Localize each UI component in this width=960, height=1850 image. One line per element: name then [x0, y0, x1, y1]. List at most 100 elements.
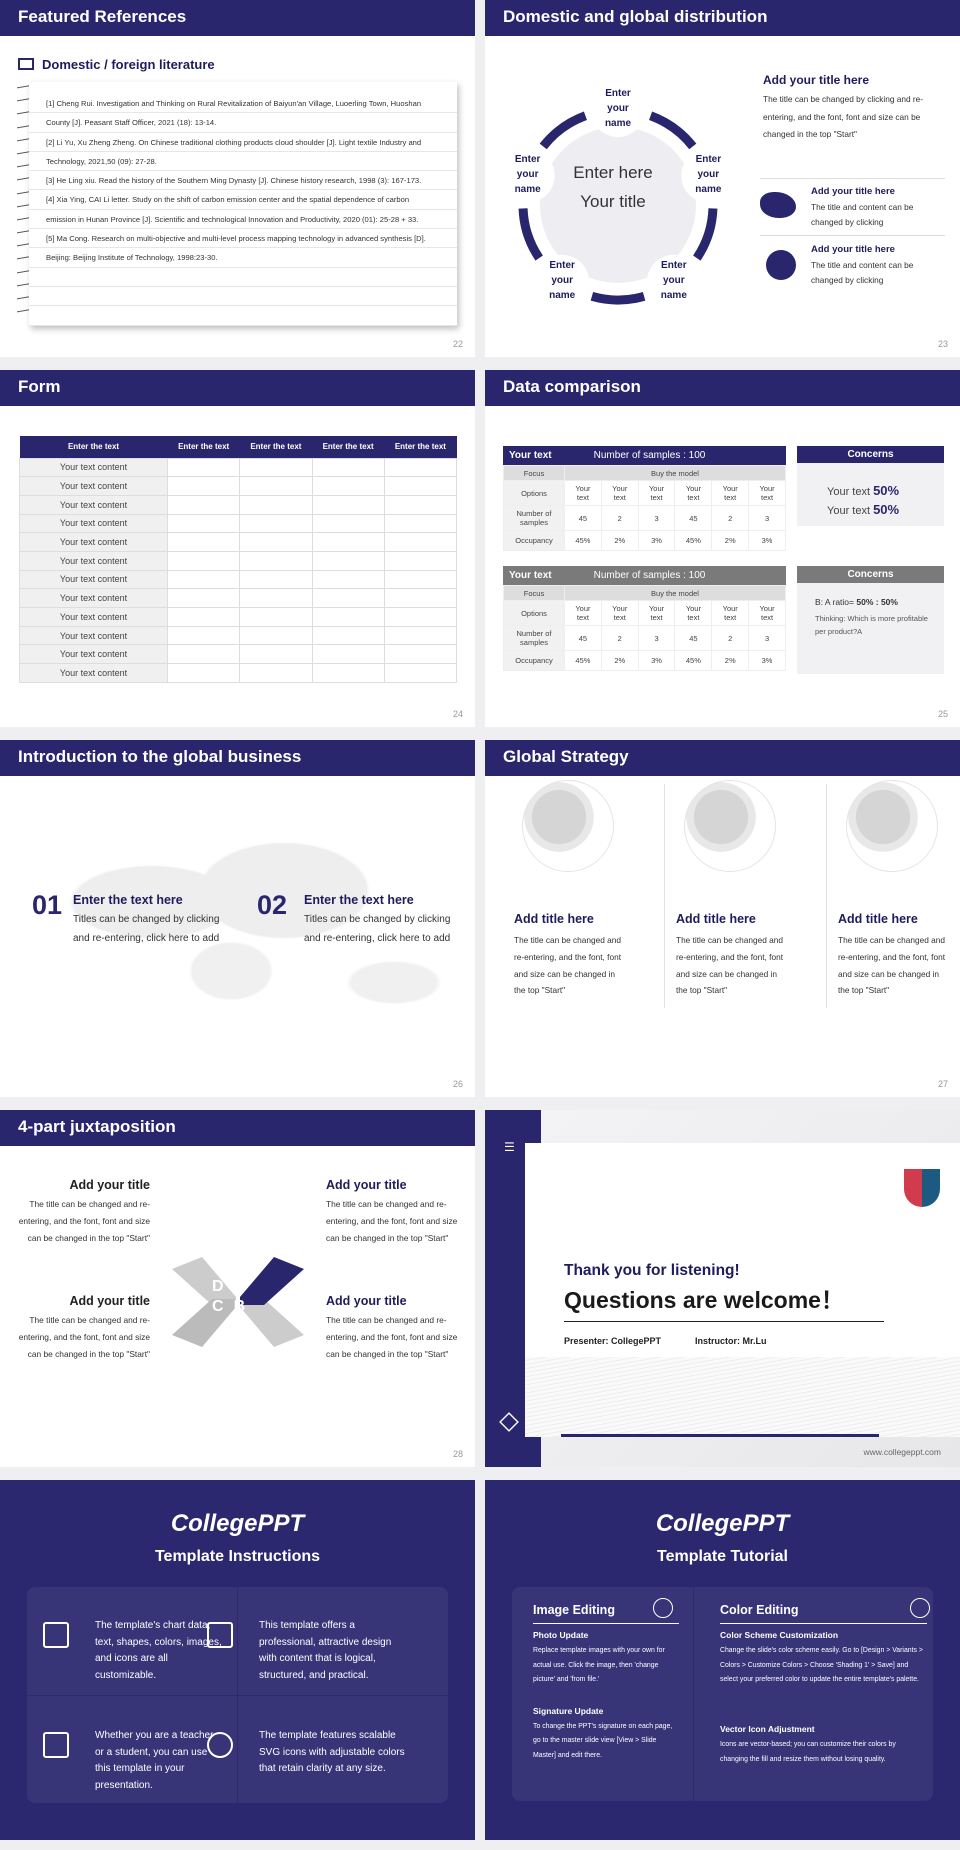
table-cell[interactable] — [166, 569, 241, 590]
slide-30[interactable]: CollegePPT Template Instructions The tem… — [0, 1480, 475, 1840]
node-circle — [503, 148, 555, 203]
row-label[interactable]: Your text content — [19, 550, 168, 571]
node-label[interactable]: Enter your name — [549, 259, 576, 301]
table-cell[interactable] — [311, 457, 385, 478]
menu-icon[interactable]: ☰ — [504, 1140, 515, 1154]
table-cell[interactable] — [383, 457, 458, 478]
table-cell[interactable] — [383, 625, 458, 646]
row-label[interactable]: Your text content — [19, 457, 168, 478]
table-cell[interactable] — [383, 663, 458, 683]
table-cell: Your text — [637, 600, 676, 626]
table-cell[interactable] — [239, 607, 313, 627]
slide-title: Data comparison — [485, 370, 960, 406]
university-crest-logo — [904, 1169, 940, 1207]
table-cell[interactable] — [311, 663, 385, 683]
table-cell[interactable] — [239, 513, 313, 534]
table-cell: 45% — [674, 530, 713, 551]
slide-24[interactable]: Form Enter the text Enter the text Enter t… — [0, 370, 475, 727]
table-cell[interactable] — [166, 588, 241, 608]
slide-27[interactable]: Global Strategy Add title here The title … — [485, 740, 960, 1097]
table-cell[interactable] — [383, 513, 458, 534]
instruction-text: The template features scalable SVG icons… — [259, 1730, 405, 1774]
ring-segment — [693, 208, 718, 261]
node-label[interactable]: Enter your name — [514, 153, 541, 195]
table-cell[interactable] — [311, 588, 385, 608]
table-cell[interactable] — [239, 550, 313, 571]
column-header: Enter the text — [239, 436, 312, 458]
table-cell[interactable] — [166, 607, 241, 627]
table-cell[interactable] — [239, 644, 313, 665]
section-text: To change the PPT's signature on each pa… — [533, 1722, 673, 1759]
table-cell[interactable] — [239, 625, 313, 646]
slide-29[interactable]: ☰ Thank you for listening! Questions are… — [485, 1110, 960, 1467]
row-label[interactable]: Your text content — [19, 569, 168, 590]
table-cell[interactable] — [239, 569, 313, 590]
center-title[interactable]: Enter here Your title — [573, 163, 653, 211]
slide-22[interactable]: Featured References Domestic / foreign l… — [0, 0, 475, 357]
row-label[interactable]: Your text content — [19, 532, 168, 552]
globe-icon — [766, 250, 796, 280]
row-label[interactable]: Your text content — [19, 607, 168, 627]
node-label[interactable]: Enter your name — [695, 153, 722, 195]
table-cell[interactable] — [166, 513, 241, 534]
table-cell[interactable] — [166, 625, 241, 646]
table-cell[interactable] — [239, 457, 313, 478]
reference-line: [3] He Ling xiu. Read the history of the… — [29, 171, 457, 191]
table-cell[interactable] — [166, 494, 241, 515]
row-label[interactable]: Your text content — [19, 663, 168, 683]
table-cell[interactable] — [383, 588, 458, 608]
slide-23[interactable]: Domestic and global distribution Enter h… — [485, 0, 960, 357]
table-cell[interactable] — [166, 644, 241, 665]
table-cell[interactable] — [311, 569, 385, 590]
table-cell[interactable] — [239, 588, 313, 608]
row-label[interactable]: Your text content — [19, 476, 168, 496]
table-cell: 2 — [600, 625, 639, 651]
column-header: Enter the text — [384, 436, 457, 458]
slide-31[interactable]: CollegePPT Template Tutorial Image Editi… — [485, 1480, 960, 1840]
website-url[interactable]: www.collegeppt.com — [863, 1447, 941, 1457]
table-cell[interactable] — [383, 569, 458, 590]
table-cell[interactable] — [311, 494, 385, 515]
table-cell[interactable] — [239, 494, 313, 515]
table-cell[interactable] — [383, 550, 458, 571]
row-label[interactable]: Your text content — [19, 644, 168, 665]
table-row: Your text content — [19, 532, 458, 552]
table-cell[interactable] — [311, 513, 385, 534]
table-cell[interactable] — [383, 644, 458, 665]
table-cell[interactable] — [383, 476, 458, 496]
page-number: 22 — [452, 339, 463, 349]
table-cell[interactable] — [383, 607, 458, 627]
table-header: Your text Number of samples : 100 — [503, 566, 786, 585]
table-cell: 3 — [748, 625, 786, 651]
table-cell[interactable] — [311, 607, 385, 627]
table-cell[interactable] — [311, 476, 385, 496]
row-label[interactable]: Your text content — [19, 513, 168, 534]
table-cell[interactable] — [383, 494, 458, 515]
table-cell[interactable] — [311, 644, 385, 665]
row-label[interactable]: Your text content — [19, 588, 168, 608]
table-cell[interactable] — [166, 663, 241, 683]
layers-icon — [207, 1622, 233, 1648]
table-cell: 2 — [711, 625, 750, 651]
table-cell[interactable] — [239, 663, 313, 683]
table-cell: 3% — [748, 650, 786, 671]
slide-25[interactable]: Data comparison Your text Number of sampl… — [485, 370, 960, 727]
table-cell: Your text — [637, 480, 676, 506]
table-cell[interactable] — [383, 532, 458, 552]
table-cell[interactable] — [239, 532, 313, 552]
table-cell[interactable] — [166, 550, 241, 571]
node-label[interactable]: Enter your name — [660, 259, 687, 301]
reference-line: [4] Xia Ying, CAI Li letter. Study on th… — [29, 190, 457, 210]
table-cell[interactable] — [311, 550, 385, 571]
table-cell[interactable] — [239, 476, 313, 496]
node-label[interactable]: Enter your name — [604, 88, 632, 129]
table-cell[interactable] — [166, 457, 241, 478]
slide-28[interactable]: 4-part juxtaposition DA CB Add your titl… — [0, 1110, 475, 1467]
table-cell[interactable] — [311, 532, 385, 552]
table-cell[interactable] — [166, 476, 241, 496]
row-label[interactable]: Your text content — [19, 494, 168, 515]
slide-26[interactable]: Introduction to the global business 01 E… — [0, 740, 475, 1097]
table-cell[interactable] — [166, 532, 241, 552]
row-label[interactable]: Your text content — [19, 625, 168, 646]
table-cell[interactable] — [311, 625, 385, 646]
